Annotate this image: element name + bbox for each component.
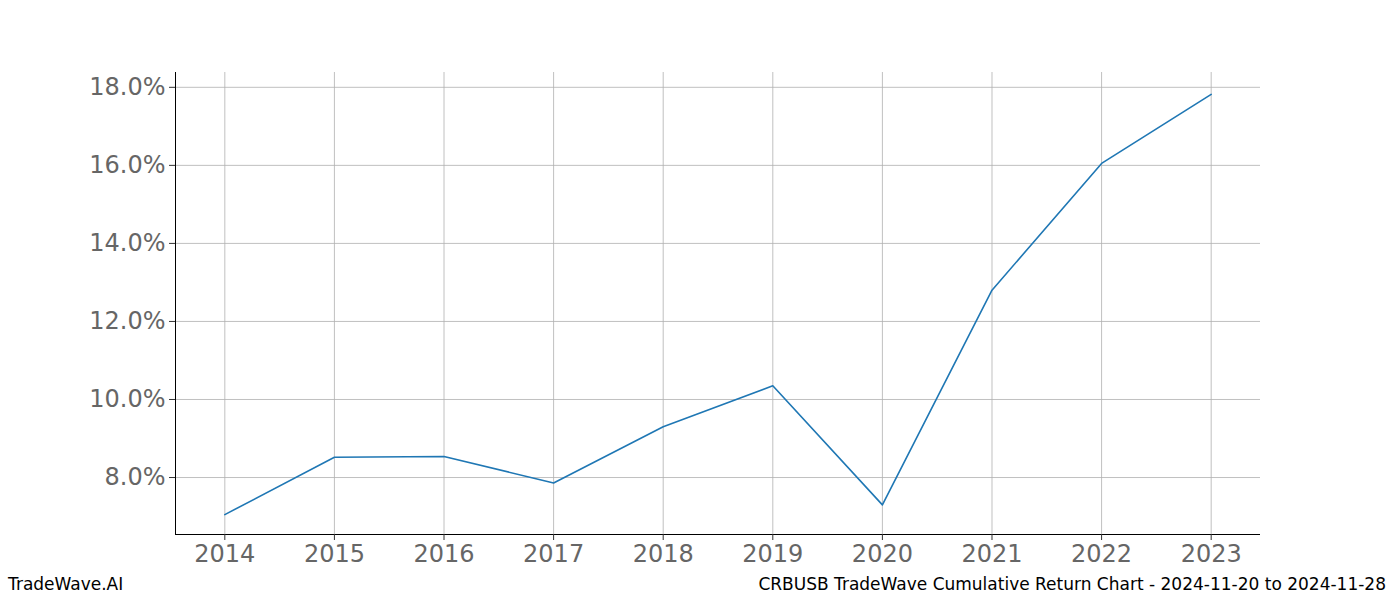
svg-text:14.0%: 14.0% xyxy=(89,229,165,257)
svg-text:2020: 2020 xyxy=(852,540,913,568)
svg-text:12.0%: 12.0% xyxy=(89,307,165,335)
svg-text:2016: 2016 xyxy=(413,540,474,568)
svg-text:18.0%: 18.0% xyxy=(89,73,165,101)
svg-text:8.0%: 8.0% xyxy=(105,463,166,491)
svg-text:2023: 2023 xyxy=(1181,540,1242,568)
svg-text:2017: 2017 xyxy=(523,540,584,568)
svg-text:10.0%: 10.0% xyxy=(89,385,165,413)
html-text:TradeWave.AI: TradeWave.AI xyxy=(8,574,124,594)
svg-text:2015: 2015 xyxy=(304,540,365,568)
svg-text:16.0%: 16.0% xyxy=(89,151,165,179)
svg-text:2019: 2019 xyxy=(742,540,803,568)
html-text:CRBUSB TradeWave Cumulative Re: CRBUSB TradeWave Cumulative Return Chart… xyxy=(758,574,1386,594)
svg-text:2022: 2022 xyxy=(1071,540,1132,568)
svg-text:2021: 2021 xyxy=(961,540,1022,568)
svg-text:2014: 2014 xyxy=(194,540,255,568)
svg-text:2018: 2018 xyxy=(633,540,694,568)
